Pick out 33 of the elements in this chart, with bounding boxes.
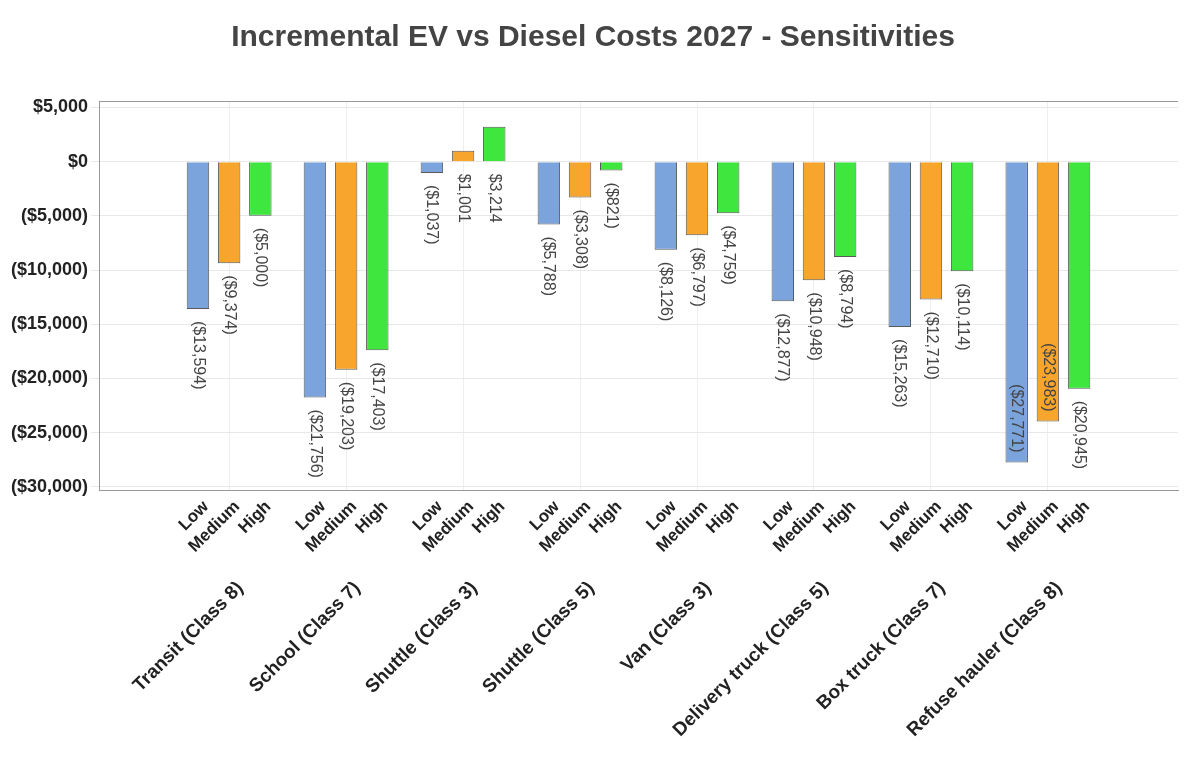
data-label: ($9,374) (221, 275, 239, 335)
data-label: ($10,948) (806, 292, 824, 361)
data-label: ($15,263) (892, 339, 910, 408)
data-label: ($10,114) (954, 283, 972, 351)
data-label: ($4,759) (720, 225, 738, 285)
data-label: ($5,000) (252, 227, 270, 288)
data-label: ($27,771) (1009, 384, 1027, 453)
data-label: ($1,037) (424, 184, 442, 245)
data-label: ($6,797) (689, 247, 707, 307)
y-tick-label: ($15,000) (10, 313, 89, 334)
chart-title: Incremental EV vs Diesel Costs 2027 - Sensitivities (231, 19, 955, 53)
y-tick-label: ($30,000) (10, 475, 89, 496)
data-label: ($5,788) (541, 236, 559, 296)
data-label: $3,214 (486, 173, 504, 223)
data-label: ($821) (603, 182, 621, 229)
y-tick-label: $0 (68, 150, 89, 171)
data-label: ($8,794) (837, 268, 855, 329)
y-tick-label: ($25,000) (10, 421, 89, 442)
data-label: ($20,945) (1071, 400, 1089, 470)
data-label: ($3,308) (572, 209, 590, 270)
y-tick-label: ($10,000) (10, 259, 89, 279)
y-tick-label: $5,000 (32, 96, 89, 117)
data-label: ($8,126) (658, 261, 676, 322)
data-label: ($21,756) (307, 409, 325, 478)
data-label: ($17,403) (369, 362, 387, 431)
y-tick-label: ($5,000) (21, 204, 89, 225)
data-label: ($12,877) (775, 313, 793, 382)
data-label: ($12,710) (923, 311, 941, 380)
data-label: $1,001 (455, 173, 473, 223)
data-label: ($19,203) (338, 381, 356, 451)
data-label: ($13,594) (190, 320, 208, 390)
data-label: ($23,983) (1040, 343, 1058, 412)
y-tick-label: ($20,000) (10, 367, 89, 388)
